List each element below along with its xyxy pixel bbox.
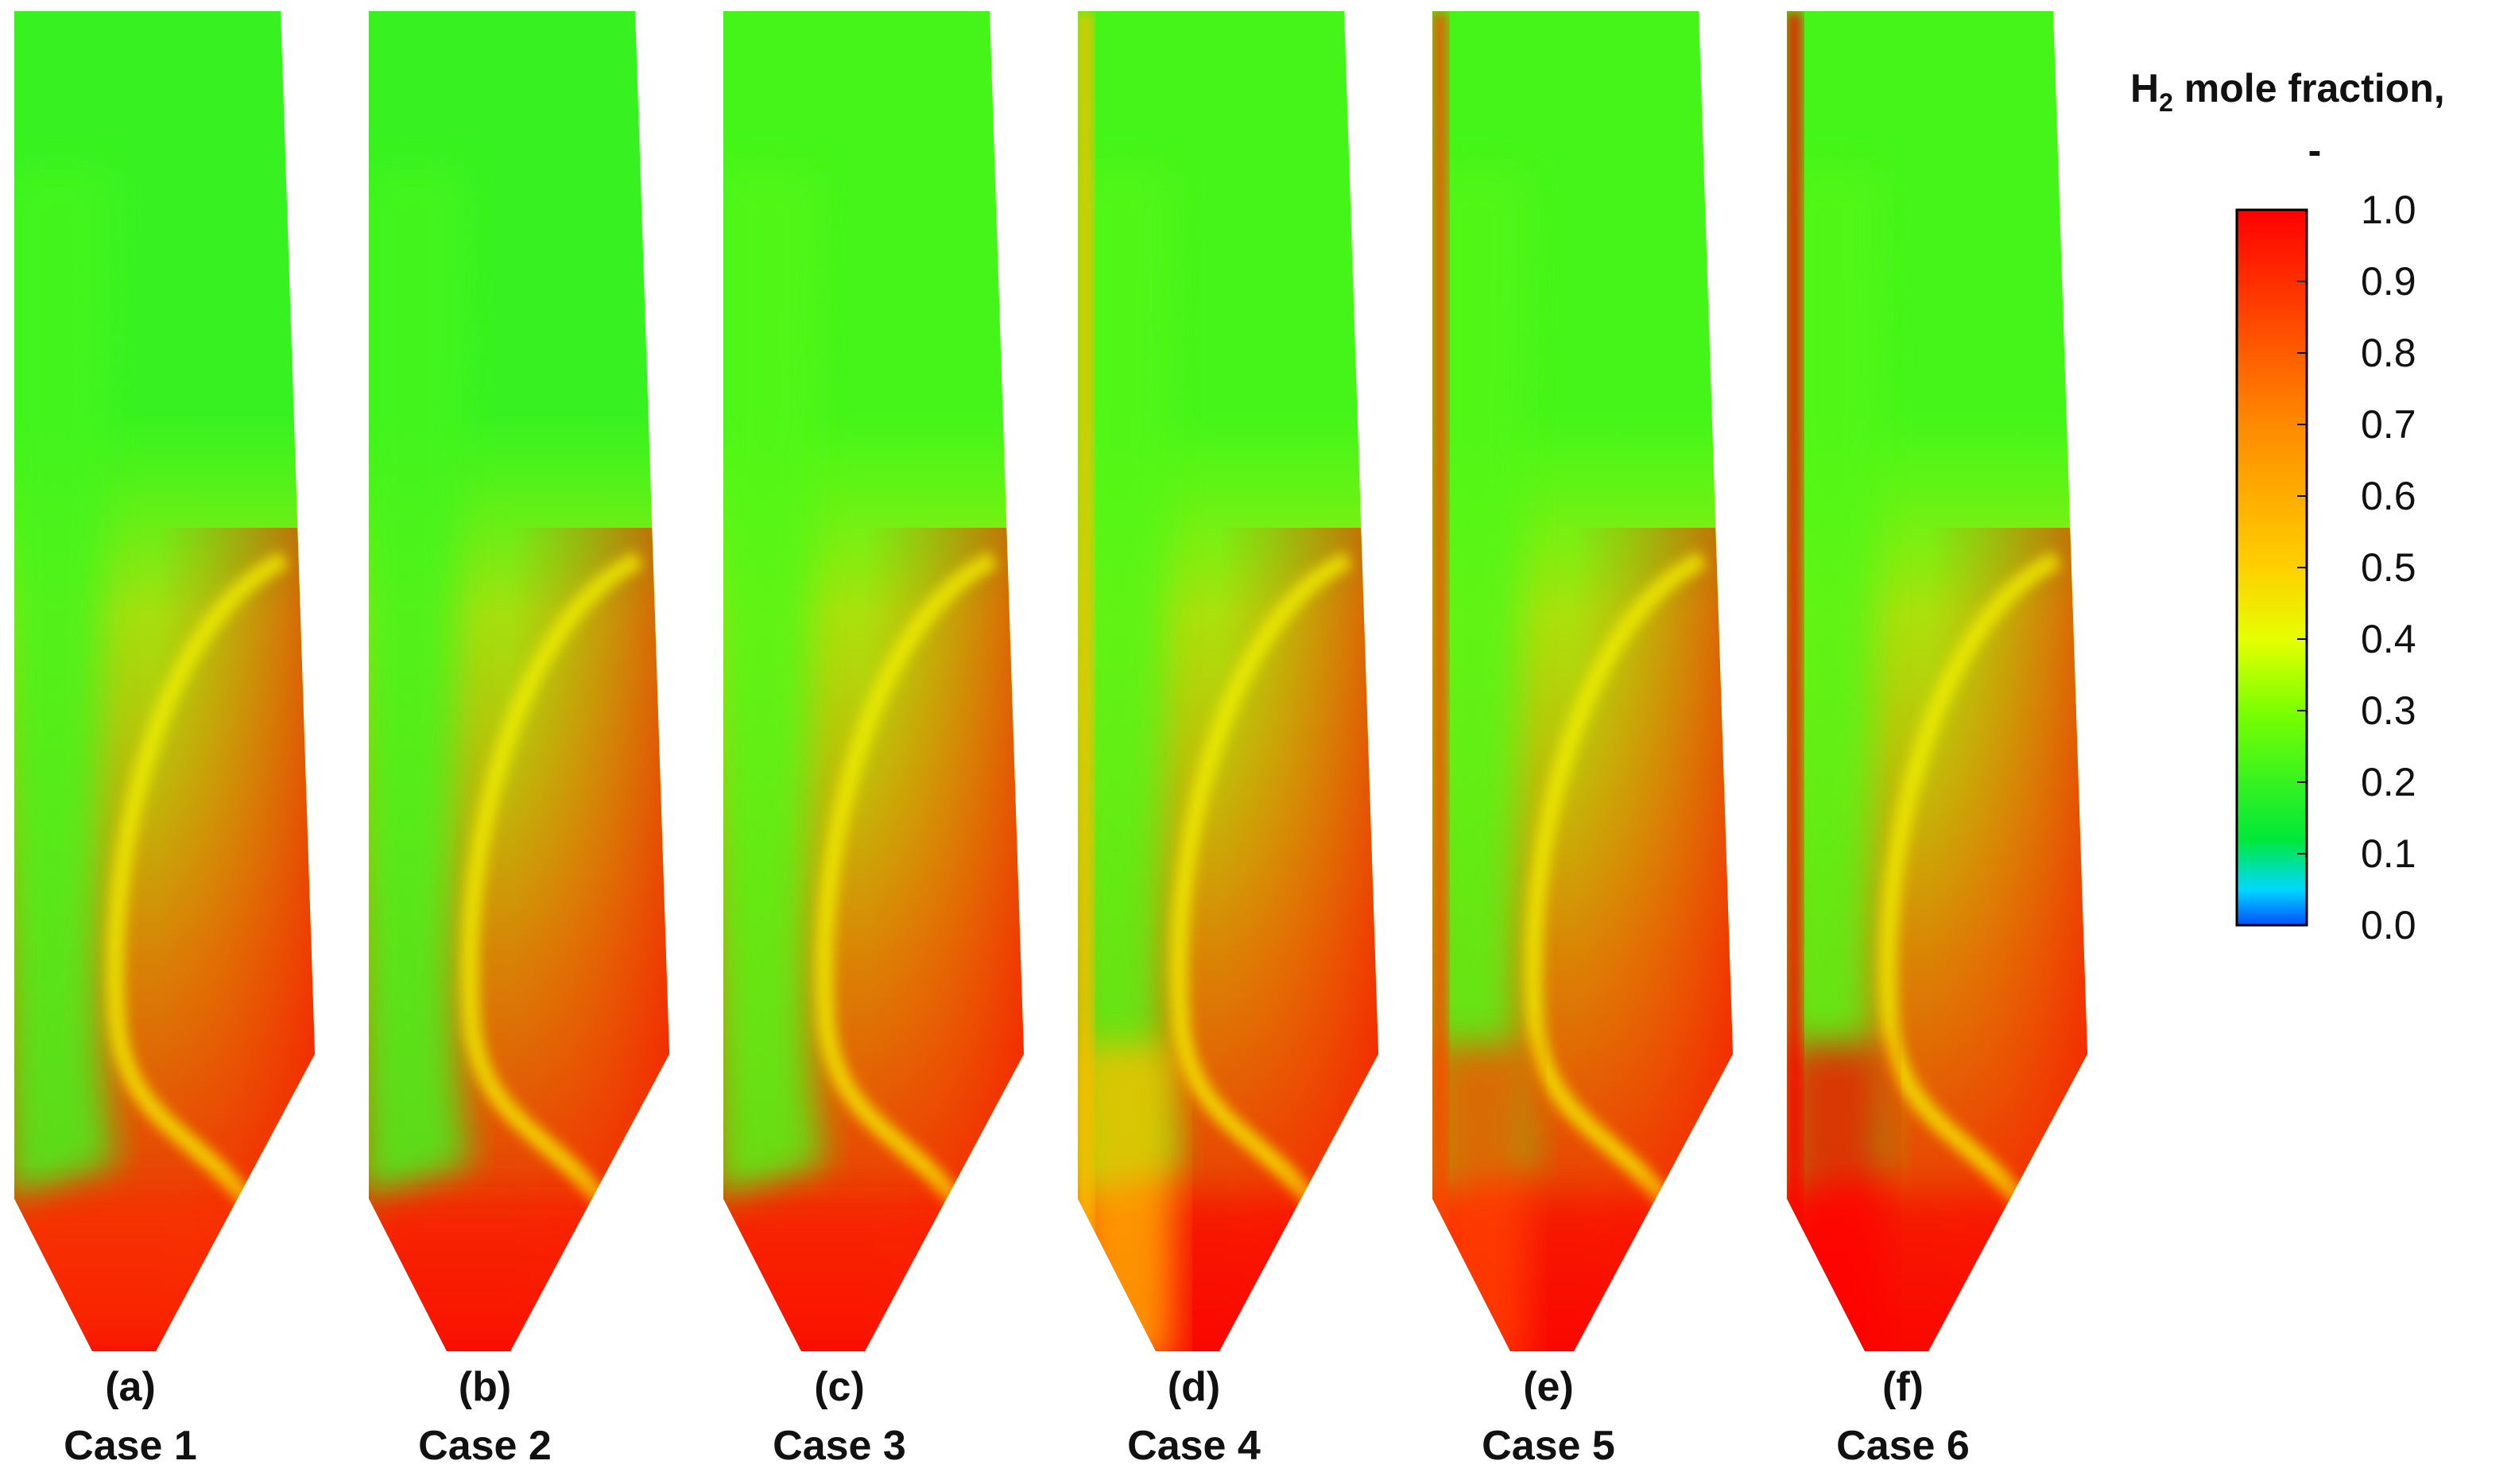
- panel-letter-label: (d): [1168, 1364, 1220, 1410]
- panel-hopper-field: [369, 1199, 669, 1351]
- panel-yellow-front: [1524, 552, 1707, 1255]
- panel-green-plume: [1787, 170, 1890, 1203]
- panel-hopper-field: [14, 1199, 315, 1351]
- contour-panel-6: [1787, 11, 2087, 1351]
- panel-yellow-front: [1169, 552, 1352, 1255]
- colorbar-title-rest: mole fraction,: [2173, 66, 2445, 110]
- panel-case-label: Case 5: [1482, 1423, 1615, 1469]
- panel-wall-pool: [1432, 1044, 1528, 1351]
- panel-green-plume: [14, 170, 118, 1203]
- colorbar-gradient: [2235, 208, 2308, 927]
- colorbar-tick-label: 1.0: [2361, 188, 2416, 232]
- colorbar-tick-label: 0.7: [2361, 402, 2416, 447]
- panel-green-plume: [1432, 170, 1536, 1203]
- panel-green-plume: [723, 170, 827, 1203]
- panel-wall-layer: [1078, 11, 1092, 1351]
- panel-yellow-front: [815, 552, 998, 1255]
- panel-letter-label: (e): [1523, 1364, 1574, 1410]
- panel-green-plume: [1078, 170, 1181, 1203]
- panel-yellow-front: [460, 552, 643, 1255]
- panel-letter-label: (b): [459, 1364, 511, 1410]
- panel-letter-label: (c): [814, 1364, 865, 1410]
- panel-hopper-field: [723, 1199, 1024, 1351]
- colorbar-tick-label: 0.4: [2361, 617, 2416, 661]
- panel-wall-layer: [1787, 11, 1801, 1351]
- colorbar-title-main: H: [2130, 66, 2159, 110]
- colorbar-ticks: 1.0 0.9 0.8 0.7 0.6 0.5 0.4 0.3 0.2 0.1 0.0: [2297, 188, 2416, 947]
- colorbar-tick-label: 0.2: [2361, 760, 2416, 804]
- panel-letter-label: (a): [105, 1364, 156, 1410]
- panel-green-plume: [369, 170, 472, 1203]
- panel-case-label: Case 4: [1127, 1423, 1261, 1469]
- colorbar-tick-label: 0.1: [2361, 831, 2416, 876]
- contour-panel-3: [723, 11, 1024, 1351]
- colorbar-unit: -: [2308, 128, 2322, 172]
- panel-wall-layer: [1432, 11, 1447, 1351]
- panel-case-label: Case 6: [1836, 1423, 1970, 1469]
- colorbar-title-sub: 2: [2159, 88, 2173, 117]
- colorbar-tick-label: 0.9: [2361, 259, 2416, 304]
- panel-yellow-front: [1878, 552, 2061, 1255]
- contour-panel-1: [14, 11, 315, 1351]
- contour-panel-4: [1078, 11, 1378, 1351]
- colorbar-tick-label: 0.6: [2361, 474, 2416, 518]
- colorbar-tick-label: 0.3: [2361, 688, 2416, 733]
- colorbar-title: H2 mole fraction,: [2130, 66, 2445, 117]
- contour-panel-5: [1432, 11, 1733, 1351]
- panel-letter-label: (f): [1882, 1364, 1924, 1410]
- colorbar-legend: H2 mole fraction, - 1.0 0.9 0.8 0.7 0.6 0.5 0.…: [2130, 66, 2445, 947]
- panel-wall-pool: [1787, 1044, 1882, 1351]
- panel-wall-pool: [1078, 1044, 1173, 1351]
- panel-case-label: Case 3: [773, 1423, 906, 1469]
- panel-yellow-front: [106, 552, 289, 1255]
- contour-panel-2: [369, 11, 669, 1351]
- panel-case-label: Case 2: [418, 1423, 552, 1469]
- panel-case-label: Case 1: [64, 1423, 197, 1469]
- contour-panels: (a) Case 1 (b) Case 2 (c) Case 3 (d) Case 4 (e) C…: [14, 11, 2087, 1469]
- colorbar-tick-label: 0.0: [2361, 903, 2416, 947]
- colorbar-tick-label: 0.5: [2361, 545, 2416, 590]
- colorbar-tick-label: 0.8: [2361, 331, 2416, 375]
